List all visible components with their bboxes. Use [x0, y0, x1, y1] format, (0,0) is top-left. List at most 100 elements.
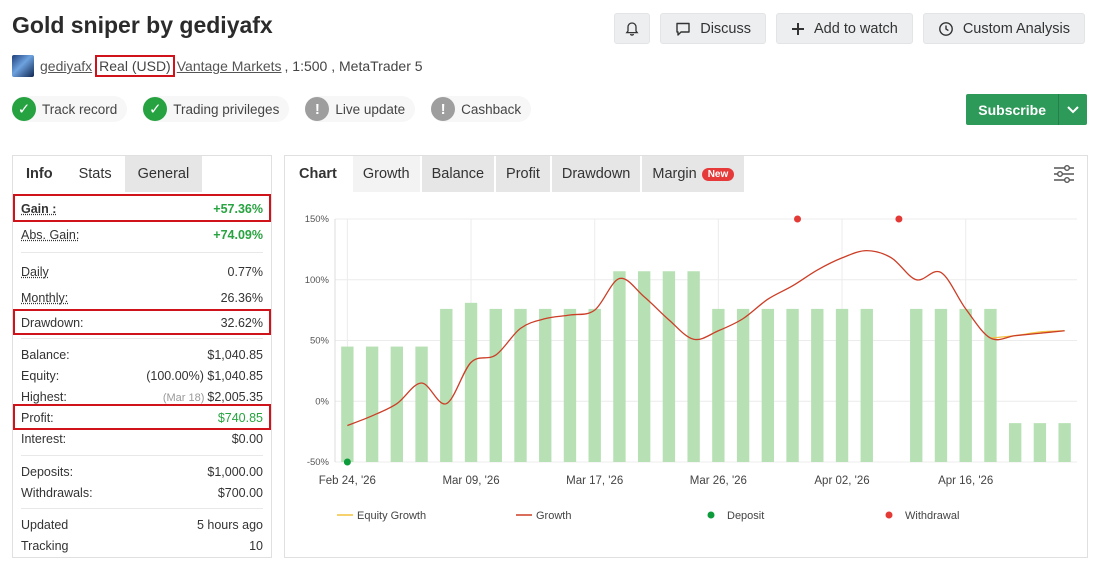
sliders-icon [1054, 165, 1074, 183]
chart-bar [365, 346, 379, 462]
x-tick-label: Feb 24, '26 [319, 475, 376, 487]
badge-live-update[interactable]: ! Live update [305, 96, 416, 122]
badge-label: Track record [42, 101, 118, 117]
chart-settings-button[interactable] [1053, 164, 1075, 189]
highest-date: (Mar 18) [162, 392, 205, 404]
deposits-value: $1,000.00 [207, 465, 263, 479]
chart-bar [415, 346, 428, 462]
leverage-platform: , 1:500 , MetaTrader 5 [284, 58, 423, 74]
tab-growth[interactable]: Growth [352, 156, 420, 192]
badge-label: Cashback [461, 101, 522, 117]
y-tick-label: 150% [305, 214, 330, 225]
check-icon: ✓ [12, 97, 36, 121]
highlight-box [13, 404, 271, 430]
withdrawal-marker [895, 215, 903, 223]
chart-bar [786, 308, 799, 462]
account-type: Real (USD) [95, 55, 175, 77]
updated-value: 5 hours ago [196, 518, 263, 532]
growth-line [347, 249, 1065, 427]
divider [21, 508, 263, 509]
badge-track-record[interactable]: ✓ Track record [12, 96, 128, 122]
chart-bar [934, 308, 948, 462]
stat-daily: Daily 0.77% [21, 265, 263, 279]
discuss-label: Discuss [700, 20, 751, 37]
tab-stats[interactable]: Stats [78, 166, 112, 182]
drawdown-value: 32.62% [220, 316, 263, 330]
tab-chart[interactable]: Chart [285, 156, 351, 192]
legend-label: Deposit [727, 510, 764, 522]
tab-general[interactable]: General [124, 156, 203, 192]
subscribe-button-group: Subscribe [966, 94, 1087, 125]
custom-analysis-label: Custom Analysis [962, 20, 1070, 37]
account-info: gediyafx Real (USD) Vantage Markets , 1:… [12, 55, 423, 77]
clock-icon [938, 21, 953, 36]
chart-bar [588, 308, 601, 462]
subscribe-dropdown[interactable] [1058, 94, 1087, 125]
top-actions: Discuss Add to watch Custom Analysis [614, 13, 1085, 44]
interest-label: Interest: [21, 432, 67, 446]
plus-icon [791, 22, 804, 35]
stat-interest: Interest: $0.00 [21, 432, 263, 446]
chart-bar [910, 308, 923, 462]
chart-bar [464, 302, 478, 462]
margin-label: Margin [652, 166, 697, 182]
chart-bar [662, 271, 676, 462]
tab-info[interactable]: Info [26, 166, 53, 182]
y-tick-label: 0% [315, 396, 329, 407]
exclamation-icon: ! [431, 97, 456, 121]
deposit-marker [343, 458, 351, 466]
withdrawals-value: $700.00 [217, 486, 263, 500]
x-tick-label: Apr 16, '26 [938, 475, 993, 487]
stat-tracking: Tracking 10 [21, 539, 263, 553]
highlight-box [13, 309, 271, 335]
add-to-watch-button[interactable]: Add to watch [775, 13, 913, 44]
chart-bar [712, 308, 725, 462]
equity-label: Equity: [21, 369, 60, 383]
bell-icon [625, 21, 639, 36]
avatar[interactable] [12, 55, 34, 77]
chart-bar [860, 308, 873, 462]
badge-cashback[interactable]: ! Cashback [431, 96, 532, 122]
stat-balance: Balance: $1,040.85 [21, 348, 263, 362]
custom-analysis-button[interactable]: Custom Analysis [922, 13, 1085, 44]
daily-label[interactable]: Daily [21, 265, 49, 279]
stat-highest: Highest: (Mar 18) $2,005.35 [21, 390, 263, 404]
subscribe-button[interactable]: Subscribe [978, 101, 1046, 118]
broker-link[interactable]: Vantage Markets [176, 58, 282, 74]
y-tick-label: 50% [310, 336, 330, 347]
abs-gain-label[interactable]: Abs. Gain: [21, 228, 80, 242]
chart-bar [959, 308, 972, 462]
check-icon: ✓ [143, 97, 168, 121]
gain-label[interactable]: Gain : [21, 202, 57, 216]
user-link[interactable]: gediyafx [40, 58, 93, 74]
tab-drawdown[interactable]: Drawdown [551, 156, 641, 192]
stat-monthly: Monthly: 26.36% [21, 291, 263, 305]
tab-balance[interactable]: Balance [421, 156, 495, 192]
profit-label: Profit: [21, 411, 54, 425]
badge-trading-privileges[interactable]: ✓ Trading privileges [143, 96, 290, 122]
notify-button[interactable] [614, 13, 651, 44]
gain-value: +57.36% [213, 202, 263, 216]
abs-gain-value: +74.09% [213, 228, 263, 242]
stat-updated: Updated 5 hours ago [21, 518, 263, 532]
chart-bar [761, 308, 775, 462]
tab-profit[interactable]: Profit [496, 156, 550, 192]
tracking-label: Tracking [21, 539, 69, 553]
legend-label: Withdrawal [905, 510, 959, 522]
legend-swatch [707, 511, 715, 519]
chart-bar [687, 271, 700, 462]
tab-margin[interactable]: Margin New [642, 156, 745, 192]
stat-abs-gain: Abs. Gain: +74.09% [21, 228, 263, 242]
stat-gain: Gain : +57.36% [21, 202, 263, 216]
profit-value: $740.85 [217, 411, 263, 425]
monthly-label[interactable]: Monthly: [21, 291, 69, 305]
balance-label: Balance: [21, 348, 70, 362]
badge-label: Trading privileges [173, 101, 280, 117]
chart-bar [1008, 423, 1022, 462]
chat-icon [676, 22, 690, 36]
growth-chart[interactable]: 150% 100% 50% 0% -50% Feb 24, '26 Mar 09, '26 M… [285, 192, 1087, 557]
stat-deposits: Deposits: $1,000.00 [21, 465, 263, 479]
stat-profit: Profit: $740.85 [21, 411, 263, 425]
discuss-button[interactable]: Discuss [660, 13, 766, 44]
balance-value: $1,040.85 [207, 348, 263, 362]
